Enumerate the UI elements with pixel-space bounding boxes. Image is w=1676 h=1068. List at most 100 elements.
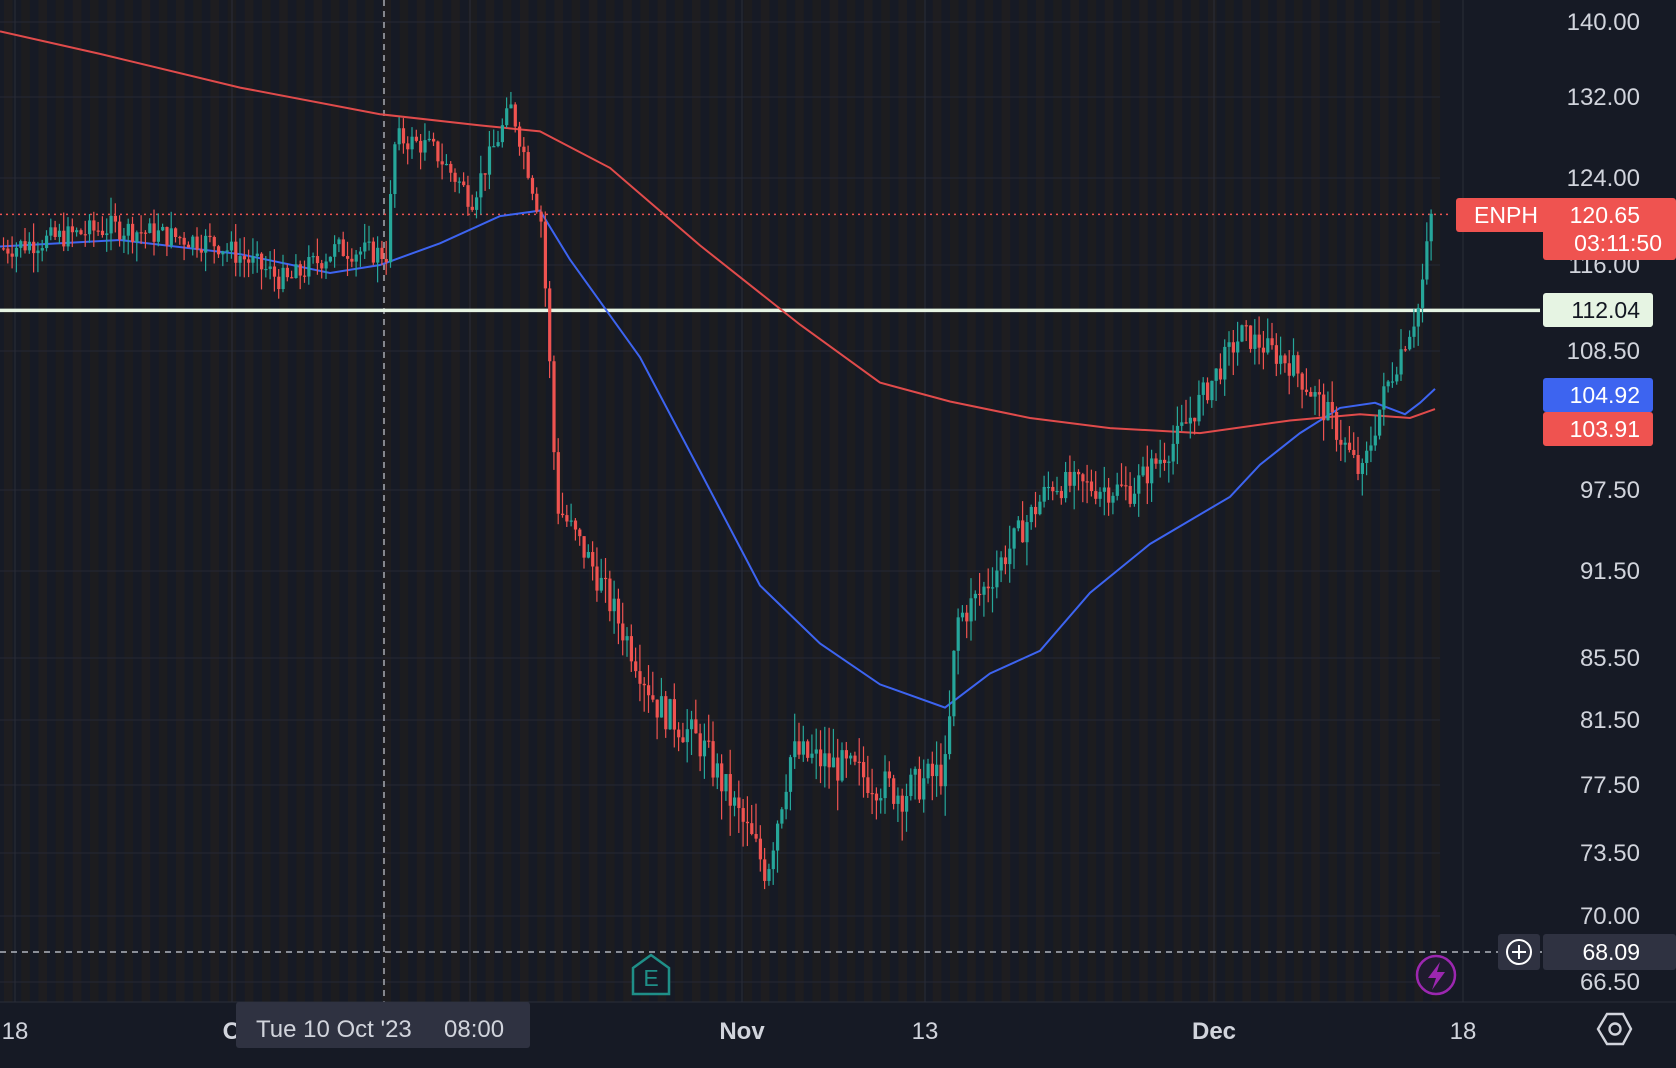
candle[interactable] bbox=[1154, 453, 1158, 469]
candle[interactable] bbox=[109, 197, 113, 251]
candle[interactable] bbox=[1098, 487, 1102, 507]
candle[interactable] bbox=[1390, 362, 1395, 388]
candle[interactable] bbox=[698, 723, 702, 772]
candle[interactable] bbox=[492, 129, 496, 148]
candle[interactable] bbox=[1356, 436, 1360, 481]
candle[interactable] bbox=[384, 240, 388, 275]
candle[interactable] bbox=[806, 739, 810, 762]
candle[interactable] bbox=[199, 234, 203, 262]
candle[interactable] bbox=[754, 803, 758, 843]
candle[interactable] bbox=[995, 550, 999, 599]
candle[interactable] bbox=[1369, 426, 1373, 463]
candle[interactable] bbox=[565, 504, 569, 527]
candle[interactable] bbox=[1021, 501, 1025, 543]
candle[interactable] bbox=[1193, 417, 1197, 435]
candle[interactable] bbox=[281, 254, 285, 293]
candle[interactable] bbox=[260, 252, 264, 290]
plus-circle-icon[interactable] bbox=[1506, 939, 1532, 965]
candle[interactable] bbox=[1257, 316, 1261, 365]
candle[interactable] bbox=[750, 804, 754, 836]
candle[interactable] bbox=[1068, 455, 1072, 493]
candle[interactable] bbox=[27, 232, 31, 254]
candle[interactable] bbox=[1274, 333, 1278, 377]
candle[interactable] bbox=[436, 140, 440, 168]
candle[interactable] bbox=[354, 249, 358, 277]
candle[interactable] bbox=[530, 175, 535, 201]
candle[interactable] bbox=[440, 143, 444, 180]
candle[interactable] bbox=[122, 227, 126, 254]
candle[interactable] bbox=[397, 117, 401, 151]
candle[interactable] bbox=[272, 249, 277, 292]
candle[interactable] bbox=[844, 741, 848, 778]
candle[interactable] bbox=[1395, 366, 1399, 385]
candle[interactable] bbox=[797, 722, 801, 759]
candle[interactable] bbox=[913, 766, 917, 800]
candle[interactable] bbox=[539, 205, 543, 238]
candle[interactable] bbox=[294, 254, 298, 279]
candle[interactable] bbox=[19, 239, 23, 258]
candle[interactable] bbox=[1416, 303, 1420, 346]
candle[interactable] bbox=[1317, 379, 1321, 417]
candle[interactable] bbox=[866, 755, 870, 798]
candle[interactable] bbox=[195, 227, 199, 258]
candle[interactable] bbox=[1330, 381, 1334, 430]
candle[interactable] bbox=[40, 239, 44, 262]
candle[interactable] bbox=[758, 825, 762, 872]
candle[interactable] bbox=[857, 738, 861, 786]
candle[interactable] bbox=[1094, 471, 1098, 505]
candle[interactable] bbox=[505, 97, 509, 128]
candle[interactable] bbox=[1313, 385, 1317, 415]
candle[interactable] bbox=[982, 581, 986, 617]
candle[interactable] bbox=[831, 728, 836, 768]
candle[interactable] bbox=[1408, 330, 1412, 351]
candle[interactable] bbox=[143, 230, 148, 249]
candle[interactable] bbox=[320, 259, 324, 279]
candle[interactable] bbox=[423, 123, 427, 161]
candle[interactable] bbox=[599, 558, 603, 593]
candle[interactable] bbox=[419, 134, 423, 170]
candle[interactable] bbox=[83, 220, 87, 247]
candle[interactable] bbox=[561, 492, 565, 518]
candle[interactable] bbox=[32, 223, 36, 273]
candle[interactable] bbox=[702, 723, 707, 779]
candle[interactable] bbox=[1102, 466, 1106, 516]
candle[interactable] bbox=[487, 130, 492, 190]
candle[interactable] bbox=[453, 168, 457, 193]
candle[interactable] bbox=[328, 256, 332, 263]
candle[interactable] bbox=[247, 249, 251, 278]
candle[interactable] bbox=[113, 203, 117, 233]
candle[interactable] bbox=[930, 751, 934, 801]
candle[interactable] bbox=[642, 677, 646, 712]
candle[interactable] bbox=[337, 237, 341, 253]
candle[interactable] bbox=[664, 691, 668, 738]
candle[interactable] bbox=[638, 644, 642, 702]
candle[interactable] bbox=[556, 438, 560, 525]
candle[interactable] bbox=[1197, 380, 1201, 426]
candle[interactable] bbox=[79, 228, 83, 236]
candle[interactable] bbox=[23, 227, 27, 254]
candle[interactable] bbox=[1236, 321, 1240, 366]
candle[interactable] bbox=[1003, 545, 1008, 575]
candle[interactable] bbox=[380, 240, 384, 266]
candle[interactable] bbox=[1055, 476, 1059, 495]
candle[interactable] bbox=[174, 227, 178, 243]
candle[interactable] bbox=[49, 218, 53, 241]
candle[interactable] bbox=[741, 799, 745, 847]
candle[interactable] bbox=[922, 759, 926, 813]
candle[interactable] bbox=[1399, 329, 1403, 381]
candle[interactable] bbox=[449, 161, 453, 182]
candle[interactable] bbox=[801, 725, 805, 762]
candle[interactable] bbox=[483, 173, 487, 191]
candle[interactable] bbox=[45, 230, 49, 252]
candle[interactable] bbox=[324, 253, 328, 279]
candle[interactable] bbox=[268, 251, 272, 280]
candle[interactable] bbox=[771, 842, 775, 885]
candle[interactable] bbox=[647, 665, 651, 713]
candle[interactable] bbox=[14, 242, 19, 273]
candle[interactable] bbox=[1429, 209, 1433, 261]
candle[interactable] bbox=[204, 229, 208, 272]
candle[interactable] bbox=[1115, 472, 1119, 501]
candle[interactable] bbox=[1059, 486, 1063, 505]
